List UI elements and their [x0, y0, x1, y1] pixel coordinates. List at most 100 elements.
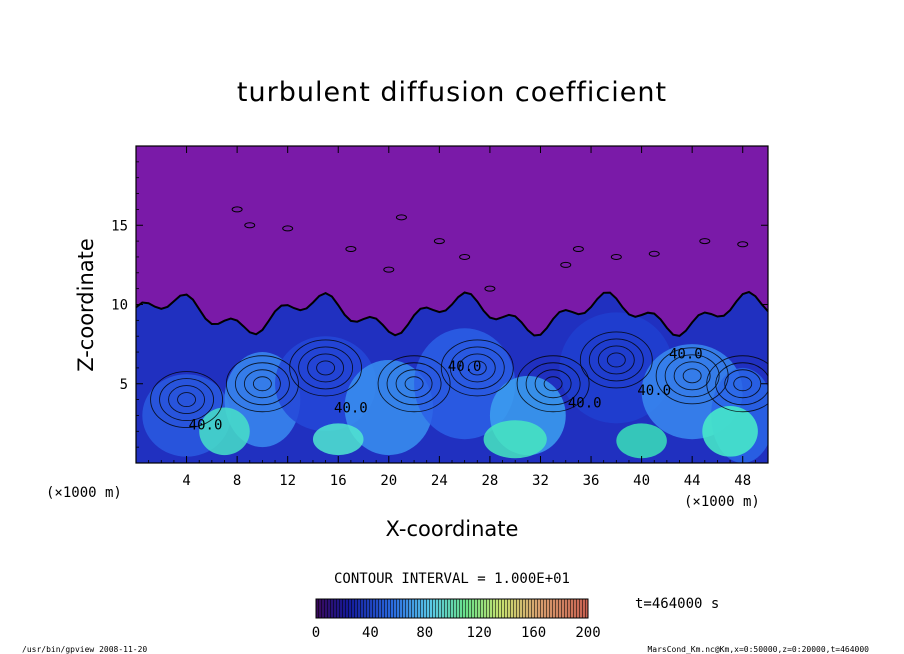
colorbar-tick-label: 40: [362, 625, 379, 641]
colorbar-tick-label: 120: [467, 625, 492, 641]
contour-line: [733, 376, 753, 392]
y-tick-label: 15: [111, 218, 128, 234]
x-tick-label: 32: [532, 473, 549, 489]
x-tick-label: 20: [380, 473, 397, 489]
layer-top-contour: [136, 290, 768, 337]
x-tick-label: 28: [481, 473, 498, 489]
contour-line: [715, 362, 768, 406]
eddy-region: [312, 423, 364, 456]
contour-line: [307, 353, 345, 383]
colorbar-tick-label: 80: [416, 625, 433, 641]
contour-speck: [282, 225, 294, 232]
colorbar-lines: [316, 599, 588, 618]
contour-line: [252, 376, 272, 392]
eddy-region: [483, 420, 547, 459]
contour-line: [543, 376, 563, 392]
contour-line: [588, 338, 644, 382]
x-tick-label: 48: [734, 473, 751, 489]
y-axis-unit: (×1000 m): [46, 485, 122, 501]
x-axis-unit: (×1000 m): [684, 494, 760, 510]
contour-line: [516, 355, 590, 413]
x-tick-label: 40: [633, 473, 650, 489]
x-tick-label: 4: [182, 473, 190, 489]
contour-line: [159, 378, 215, 422]
contour-label: 40.0: [448, 359, 482, 375]
contour-line: [404, 376, 424, 392]
x-tick-label: 24: [431, 473, 448, 489]
contour-speck: [699, 238, 711, 245]
eddy-region: [344, 359, 434, 456]
contour-speck: [484, 285, 496, 292]
x-axis: 4 8 12 16 20 24 28 32 36 40 44 48: [148, 146, 756, 489]
contour-label: 40.0: [334, 400, 368, 416]
plot-area: [136, 146, 768, 463]
contour-line: [724, 369, 762, 399]
colorbar: 0 40 80 120 160 200: [312, 598, 601, 641]
contour-line: [377, 355, 451, 413]
contour-line: [168, 385, 206, 415]
colorbar-tick-label: 160: [521, 625, 546, 641]
contour-line: [225, 355, 299, 413]
turbulent-field: [136, 206, 768, 463]
contour-label: 40.0: [189, 418, 223, 434]
contour-speck: [345, 246, 357, 253]
contour-speck: [383, 266, 395, 273]
contour-line: [458, 353, 496, 383]
y-tick-label: 10: [111, 298, 128, 314]
contour-line: [673, 361, 711, 391]
footer-left: /usr/bin/gpview 2008-11-20: [22, 645, 147, 654]
y-tick-label: 5: [120, 377, 128, 393]
contour-line: [579, 331, 653, 389]
contour-line: [682, 368, 702, 384]
contour-speck: [395, 214, 407, 221]
contour-line: [395, 369, 433, 399]
x-tick-label: 16: [330, 473, 347, 489]
contour-line: [449, 346, 505, 390]
contour-label: 40.0: [637, 383, 671, 399]
contour-line: [243, 369, 281, 399]
contour-line: [289, 339, 363, 397]
contour-speck: [648, 250, 660, 257]
x-tick-label: 8: [233, 473, 241, 489]
contour-line: [706, 355, 768, 413]
contour-line: [597, 345, 635, 375]
contour-line: [664, 354, 720, 398]
x-tick-label: 12: [279, 473, 296, 489]
contour-line: [534, 369, 572, 399]
x-tick-label: 36: [583, 473, 600, 489]
contour-speck: [433, 238, 445, 245]
contour-speck: [459, 253, 471, 260]
colorbar-tick-label: 0: [312, 625, 320, 641]
contour-line: [298, 346, 354, 390]
contour-speck: [244, 222, 256, 229]
contour-speck: [231, 206, 243, 213]
y-axis: 5 10 15: [111, 161, 768, 448]
contour-line: [440, 339, 514, 397]
colorbar-tick-label: 200: [575, 625, 600, 641]
footer-right: MarsCond_Km.nc@Km,x=0:50000,z=0:20000,t=…: [647, 645, 869, 654]
contour-line: [467, 360, 487, 376]
contour-line: [525, 362, 581, 406]
contour-label: 40.0: [669, 346, 703, 362]
contour-label: 40.0: [568, 396, 602, 412]
contour-labels: 40.0 40.0 40.0 40.0 40.0 40.0: [189, 346, 703, 433]
eddy-region: [702, 405, 758, 457]
colorbar-frame: [315, 598, 589, 619]
x-tick-label: 44: [684, 473, 701, 489]
contour-speck: [737, 241, 749, 248]
contour-line: [316, 360, 336, 376]
contour-line: [386, 362, 442, 406]
colorbar-ticks: 0 40 80 120 160 200: [312, 625, 601, 641]
chart-title: turbulent diffusion coefficient: [237, 77, 667, 108]
contour-speck: [560, 261, 572, 268]
contour-speck: [610, 253, 622, 260]
contour-line: [234, 362, 290, 406]
eddy-region: [414, 328, 516, 440]
y-axis-label: Z-coordinate: [74, 238, 98, 372]
contour-interval-label: CONTOUR INTERVAL = 1.000E+01: [334, 571, 570, 587]
contour-speck: [572, 246, 584, 253]
contour-line: [150, 371, 224, 429]
contour-line: [177, 392, 197, 408]
